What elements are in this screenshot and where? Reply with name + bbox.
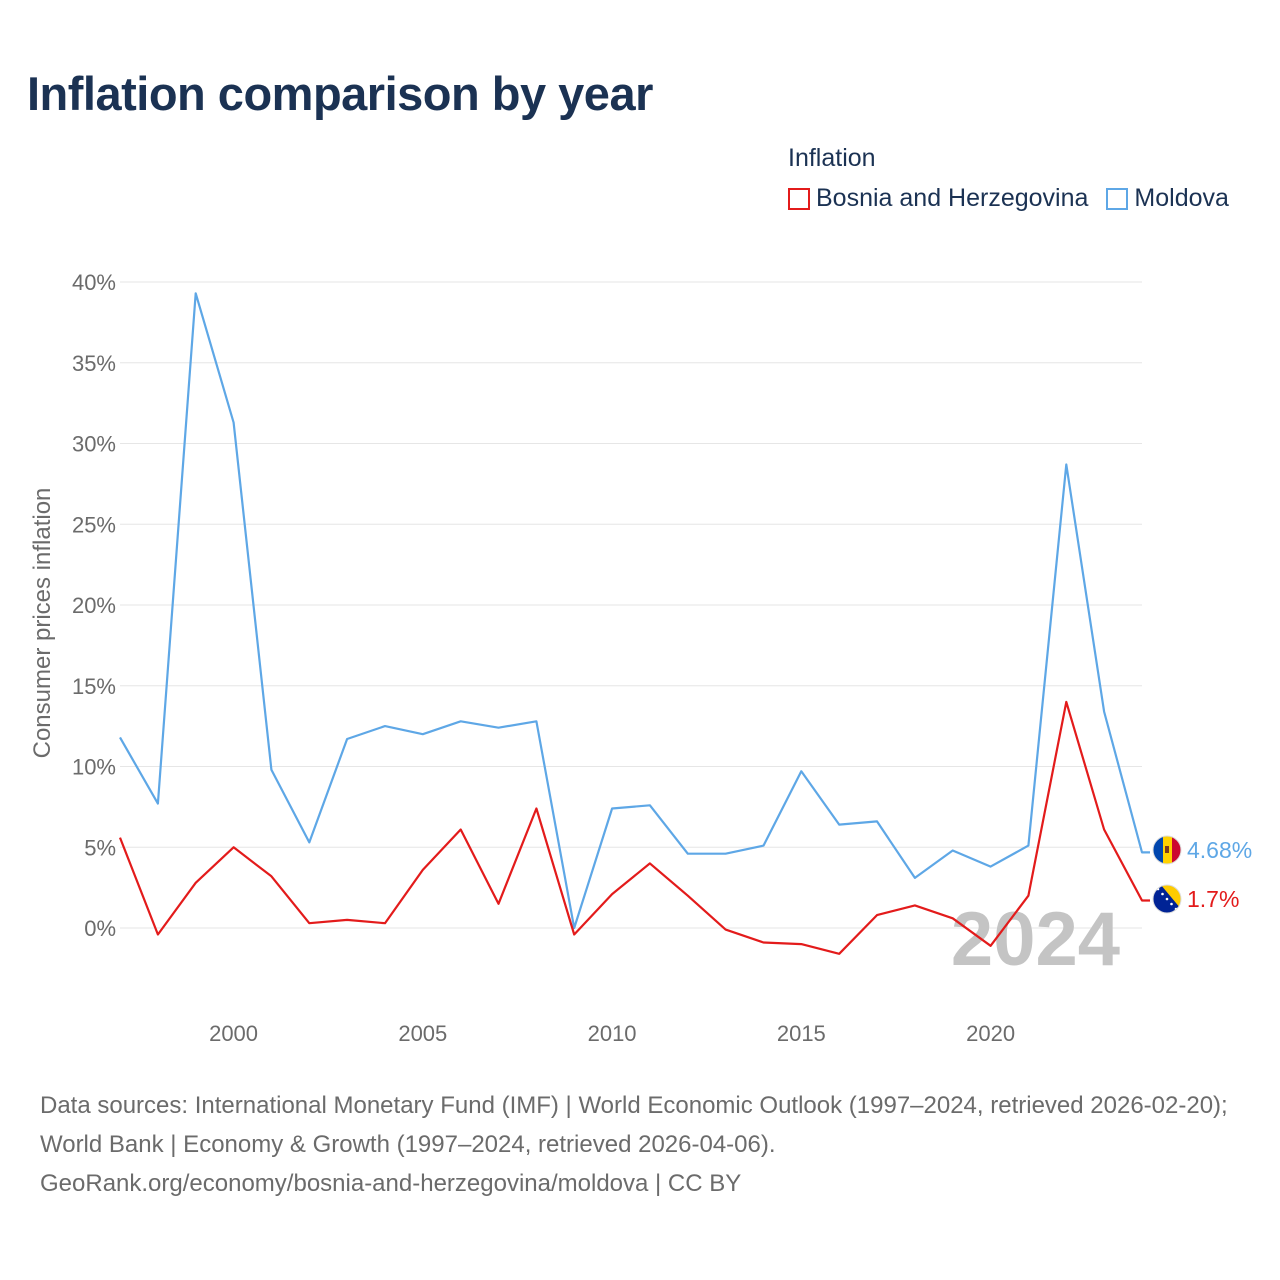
y-tick-label: 20% — [72, 593, 116, 618]
legend-label-moldova: Moldova — [1134, 184, 1229, 212]
y-tick-label: 15% — [72, 674, 116, 699]
x-tick-label: 2000 — [209, 1021, 258, 1046]
y-tick-label: 0% — [84, 916, 116, 941]
end-value-label-moldova: 4.68% — [1187, 837, 1252, 863]
y-tick-label: 5% — [84, 835, 116, 860]
series-lines — [118, 292, 1150, 955]
y-tick-label: 10% — [72, 755, 116, 780]
x-tick-label: 2020 — [966, 1021, 1015, 1046]
footer: Data sources: International Monetary Fun… — [40, 1086, 1250, 1203]
gridlines — [120, 281, 1142, 929]
x-tick-label: 2015 — [777, 1021, 826, 1046]
x-tick-label: 2010 — [588, 1021, 637, 1046]
legend-item-moldova[interactable]: Moldova — [1106, 184, 1229, 213]
legend-label-bosnia: Bosnia and Herzegovina — [816, 184, 1089, 212]
y-axis-ticks: 0% 5% 10% 15% 20% 25% 30% 35% 40% — [72, 270, 116, 941]
flag-icon-bosnia-and-herzegovina — [1152, 884, 1182, 914]
flag-icon-moldova — [1152, 835, 1182, 865]
current-year-watermark: 2024 — [951, 897, 1120, 982]
end-value-label-bosnia-and-herzegovina: 1.7% — [1187, 886, 1239, 912]
legend: Bosnia and Herzegovina Moldova — [788, 184, 1229, 213]
line-chart: 0%5%10%15%20%25%30%35%40% 2000 2005 2010 20… — [29, 270, 1252, 1046]
y-axis-label: Consumer prices inflation — [29, 488, 56, 759]
series-line-moldova[interactable] — [119, 292, 1150, 930]
y-tick-label: 40% — [72, 270, 116, 295]
x-tick-label: 2005 — [398, 1021, 447, 1046]
series-end-labels: 4.68% 1.7% — [1152, 835, 1252, 914]
legend-title: Inflation — [788, 144, 876, 172]
y-tick-label: 35% — [72, 351, 116, 376]
legend-swatch-bosnia — [788, 187, 810, 210]
x-axis-ticks: 2000 2005 2010 2015 2020 — [209, 1021, 1015, 1046]
y-tick-label: 25% — [72, 512, 116, 537]
data-sources: Data sources: International Monetary Fun… — [40, 1092, 1228, 1158]
y-tick-label: 30% — [72, 432, 116, 457]
legend-swatch-moldova — [1106, 187, 1129, 210]
legend-item-bosnia[interactable]: Bosnia and Herzegovina — [788, 184, 1088, 213]
series-line-bosnia-and-herzegovina[interactable] — [118, 700, 1150, 955]
credit-link[interactable]: GeoRank.org/economy/bosnia-and-herzegovi… — [40, 1170, 742, 1197]
chart-title: Inflation comparison by year — [27, 67, 653, 120]
